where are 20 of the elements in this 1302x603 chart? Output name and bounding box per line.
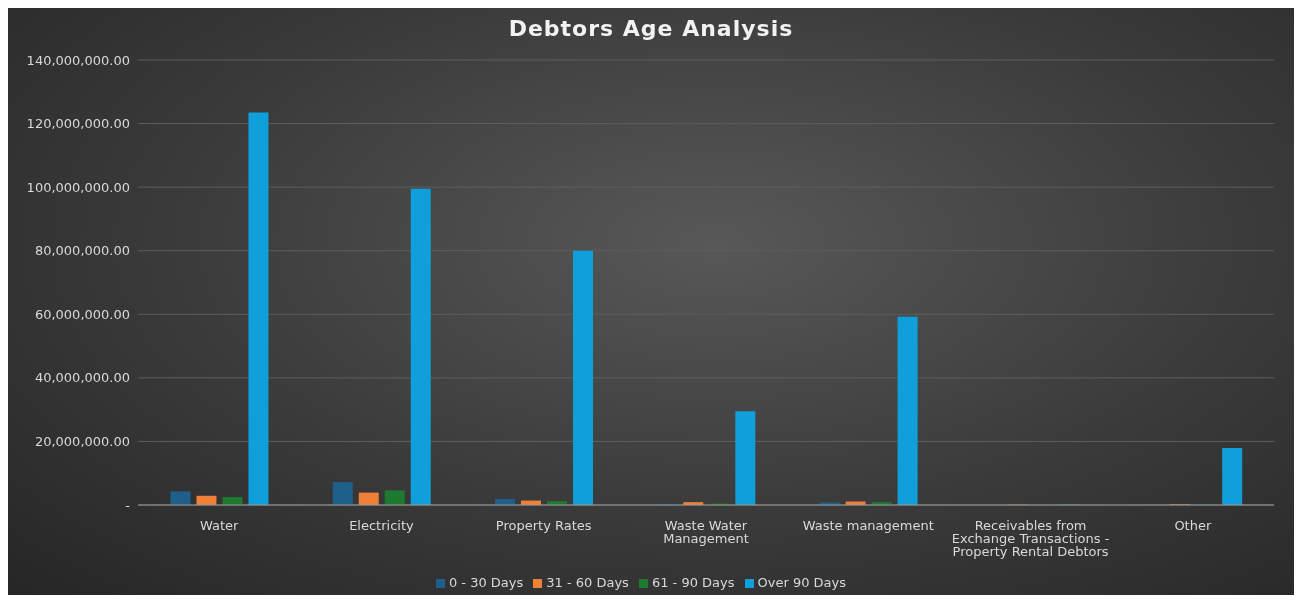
x-tick-label: Other (1174, 518, 1212, 534)
y-tick-label: - (125, 497, 131, 513)
y-tick-label: 120,000,000.00 (26, 116, 130, 132)
x-tick-label: Waste management (802, 518, 934, 534)
chart-title: Debtors Age Analysis (507, 15, 795, 43)
y-tick-label: 80,000,000.00 (34, 243, 130, 259)
y-tick-label: 60,000,000.00 (34, 306, 130, 322)
x-tick-label: Waste Water Management (663, 518, 749, 547)
x-tick-label: Electricity (349, 518, 415, 534)
y-tick-label: 40,000,000.00 (34, 370, 130, 386)
legend-label: 61 - 90 Days (651, 575, 735, 590)
x-tick-label: Receivables from Exchange Transactions - Property Rental Debtors (951, 518, 1110, 560)
legend-label: 0 - 30 Days (448, 575, 524, 590)
legend-label: Over 90 Days (757, 575, 847, 590)
y-tick-label: 20,000,000.00 (34, 434, 130, 450)
y-tick-label: 140,000,000.00 (26, 52, 130, 68)
y-tick-label: 100,000,000.00 (26, 179, 130, 195)
x-tick-label: Water (199, 518, 240, 534)
x-tick-label: Property Rates (495, 518, 592, 534)
legend-label: 31 - 60 Days (546, 575, 629, 590)
